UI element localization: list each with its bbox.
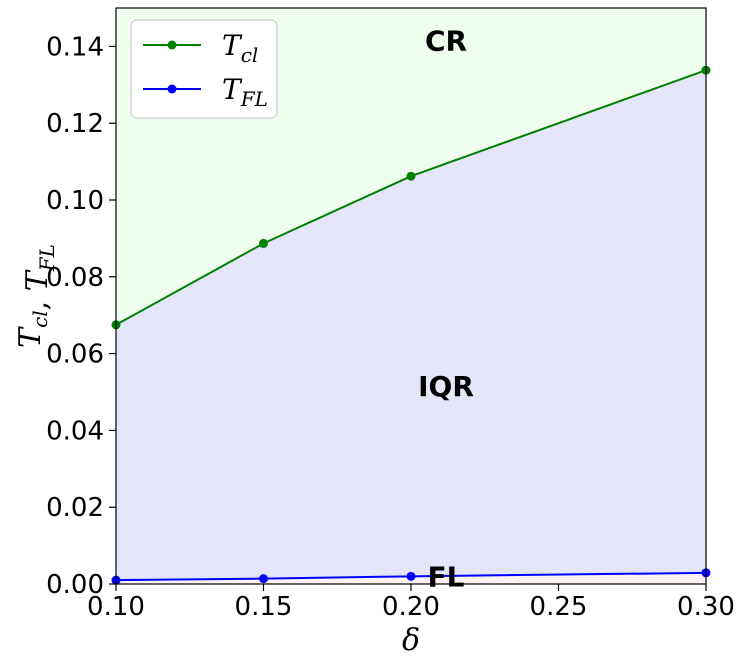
y-tick-label: 0.12 bbox=[46, 109, 104, 139]
region-label-cr: CR bbox=[425, 25, 467, 58]
x-axis-label: δ bbox=[402, 623, 420, 658]
legend-label-cl: Tcl bbox=[222, 29, 258, 67]
x-tick-label: 0.20 bbox=[382, 592, 440, 622]
legend-marker-fl bbox=[167, 84, 177, 94]
region-label-fl: FL bbox=[428, 560, 465, 593]
data-point-fl bbox=[259, 574, 268, 584]
x-tick-label: 0.15 bbox=[235, 592, 293, 622]
y-axis-label: Tcl, TFL bbox=[13, 244, 59, 348]
legend-label-fl: TFL bbox=[222, 73, 268, 111]
y-tick-label: 0.00 bbox=[46, 570, 104, 600]
region-label-iqr: IQR bbox=[418, 370, 474, 403]
y-tick-label: 0.06 bbox=[46, 340, 104, 370]
y-tick-label: 0.02 bbox=[46, 493, 104, 523]
region-labels: CR IQR FL bbox=[418, 25, 474, 594]
series-line-fl bbox=[115, 571, 707, 582]
x-tick-label: 0.25 bbox=[530, 592, 588, 622]
data-point-cl bbox=[406, 171, 416, 181]
x-tick-label: 0.30 bbox=[677, 592, 735, 622]
y-tick-label: 0.10 bbox=[46, 186, 104, 216]
y-tick-label: 0.08 bbox=[46, 263, 104, 293]
region-iqr-fill bbox=[116, 70, 706, 581]
data-point-cl bbox=[259, 238, 268, 248]
axis-ticks: 0.10 0.15 0.20 0.25 0.30 0.00 0.02 0.04 0.06 0.08… bbox=[46, 32, 735, 622]
series-line-cl bbox=[115, 69, 707, 326]
data-point-fl bbox=[406, 571, 416, 581]
legend: Tcl TFL bbox=[130, 19, 278, 119]
legend-marker-cl bbox=[167, 40, 177, 50]
x-tick-label: 0.10 bbox=[87, 592, 145, 622]
y-tick-label: 0.14 bbox=[46, 32, 104, 62]
y-tick-label: 0.04 bbox=[46, 416, 104, 446]
